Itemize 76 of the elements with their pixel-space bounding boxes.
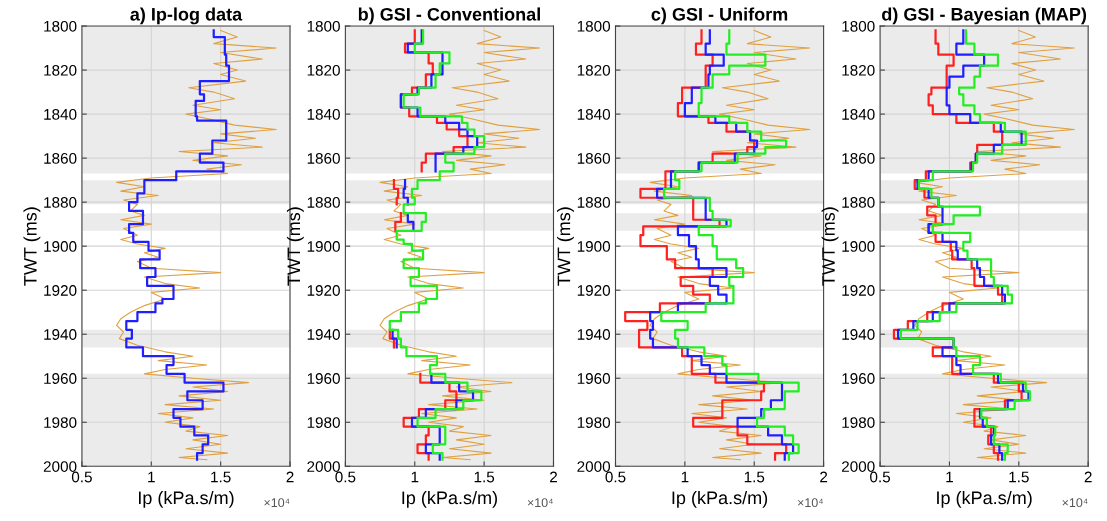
x-tick-label: 2: [820, 471, 828, 483]
y-tick-label: 1840: [842, 108, 875, 120]
y-tick-label: 1980: [44, 417, 77, 428]
y-tick-label: 1840: [307, 108, 340, 120]
y-tick-label: 1980: [577, 417, 611, 428]
y-tick-label: 1840: [44, 108, 77, 120]
x-tick-label: 2: [550, 471, 557, 483]
y-tick-label: 1820: [577, 64, 611, 76]
x-tick-label: 2: [286, 471, 294, 483]
x-tick-label: 1: [411, 471, 419, 483]
y-tick-label: 1800: [44, 20, 77, 32]
y-tick-label: 1900: [44, 241, 77, 252]
x-tick-label: 1.5: [474, 471, 495, 483]
x-tick-label: 0.5: [335, 471, 356, 483]
x-tick-label: 1: [148, 471, 155, 483]
y-tick-label: 1820: [44, 64, 77, 76]
y-tick-label: 1800: [307, 20, 340, 32]
y-tick-label: 1820: [307, 64, 340, 76]
x-tick-label: 0.5: [71, 471, 92, 483]
y-tick-label: 1860: [307, 152, 340, 164]
text: ×10⁴: [527, 498, 553, 508]
y-tick-label: 1880: [577, 197, 611, 208]
y-tick-label: 1960: [577, 373, 611, 384]
y-tick-label: 1860: [44, 152, 77, 164]
y-tick-label: 1940: [577, 329, 611, 340]
y-tick-label: 1860: [577, 152, 611, 164]
x-tick-label: 1.5: [1009, 471, 1029, 483]
y-tick-label: 1900: [842, 241, 875, 252]
y-tick-label: 1880: [307, 197, 340, 208]
y-tick-label: 1820: [842, 64, 875, 76]
x-tick-label: 1.5: [211, 471, 231, 483]
y-tick-label: 1880: [44, 197, 77, 208]
x-tick-label: 1: [681, 471, 689, 483]
y-tick-label: 1980: [842, 417, 875, 428]
x-tick-label: 1: [946, 471, 953, 483]
x-tick-label: 0.5: [605, 471, 626, 483]
text: ×10⁴: [264, 498, 290, 508]
y-tick-label: 1800: [577, 20, 611, 32]
x-axis-title: Ip (kPa.s/m): [138, 490, 234, 508]
y-tick-label: 1960: [44, 373, 77, 384]
y-tick-label: 1880: [842, 197, 875, 208]
y-tick-label: 1900: [577, 241, 611, 252]
y-tick-label: 2000: [841, 461, 875, 472]
x-tick-label: 2: [1084, 471, 1092, 483]
chart-title: b) GSI - Conventional: [358, 7, 540, 25]
x-tick-label: 0.5: [870, 471, 891, 483]
y-tick-label: 1900: [307, 241, 340, 252]
y-axis-title: TWT (ms): [286, 207, 304, 286]
y-tick-label: 1960: [307, 373, 340, 384]
y-tick-label: 1800: [842, 20, 875, 32]
chart-title: a) Ip-log data: [130, 7, 243, 25]
y-axis-title: TWT (ms): [557, 207, 574, 286]
y-tick-label: 1960: [842, 373, 875, 384]
y-tick-label: 1920: [307, 285, 340, 296]
text: ×10⁴: [797, 498, 823, 508]
y-tick-label: 1840: [577, 108, 611, 120]
y-axis-title: TWT (ms): [23, 207, 41, 286]
y-tick-label: 1940: [842, 329, 875, 340]
x-tick-label: 1.5: [744, 471, 765, 483]
y-tick-label: 2000: [577, 461, 611, 472]
chart-title: c) GSI - Uniform: [651, 7, 788, 25]
y-tick-label: 1980: [307, 417, 340, 428]
y-tick-label: 1940: [307, 329, 340, 340]
chart-title: d) GSI - Bayesian (MAP): [882, 7, 1087, 25]
text: ×10⁴: [1062, 498, 1088, 508]
y-tick-label: 2000: [307, 461, 340, 472]
y-tick-label: 1920: [842, 285, 875, 296]
y-tick-label: 2000: [43, 461, 77, 472]
y-tick-label: 1860: [842, 152, 875, 164]
y-tick-label: 1920: [577, 285, 611, 296]
x-axis-title: Ip (kPa.s/m): [402, 490, 497, 508]
y-tick-label: 1920: [44, 285, 77, 296]
x-axis-title: Ip (kPa.s/m): [672, 490, 768, 508]
y-axis-title: TWT (ms): [821, 207, 839, 286]
x-axis-title: Ip (kPa.s/m): [937, 490, 1032, 508]
y-tick-label: 1940: [44, 329, 77, 340]
